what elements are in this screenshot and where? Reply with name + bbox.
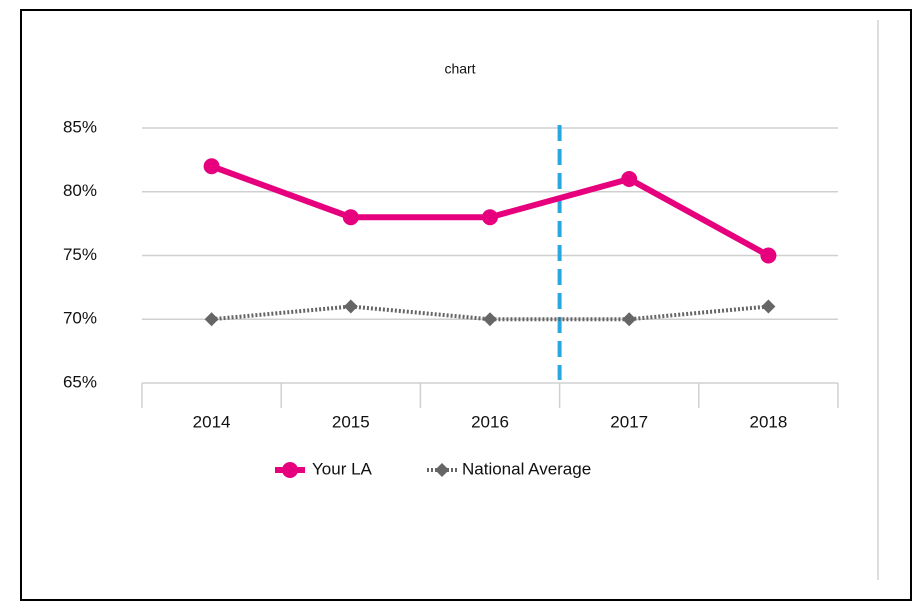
x-tick-label: 2015 (332, 412, 370, 431)
point (621, 171, 638, 187)
point (482, 209, 498, 226)
chart-title: chart (444, 61, 475, 77)
point (483, 312, 497, 327)
y-tick-label: 80% (63, 181, 97, 200)
y-tick-label: 85% (63, 117, 97, 136)
y-tick-label: 65% (63, 372, 97, 391)
point (203, 158, 220, 175)
point (622, 312, 637, 327)
x-tick-label: 2018 (749, 412, 787, 431)
legend-label: National Average (462, 459, 591, 478)
legend-label: Your LA (312, 459, 373, 478)
legend-marker (435, 463, 449, 477)
y-tick-label: 70% (63, 309, 97, 328)
point (204, 312, 219, 327)
frame (20, 9, 912, 601)
point (760, 247, 777, 264)
y-tick-label: 75% (63, 245, 97, 264)
series-line (211, 304, 769, 322)
x-tick-label: 2016 (471, 412, 509, 431)
legend-marker (282, 462, 298, 478)
point (761, 299, 776, 314)
x-tick-label: 2017 (610, 412, 648, 431)
point (342, 209, 359, 226)
point (343, 299, 358, 314)
x-tick-label: 2014 (193, 412, 231, 431)
